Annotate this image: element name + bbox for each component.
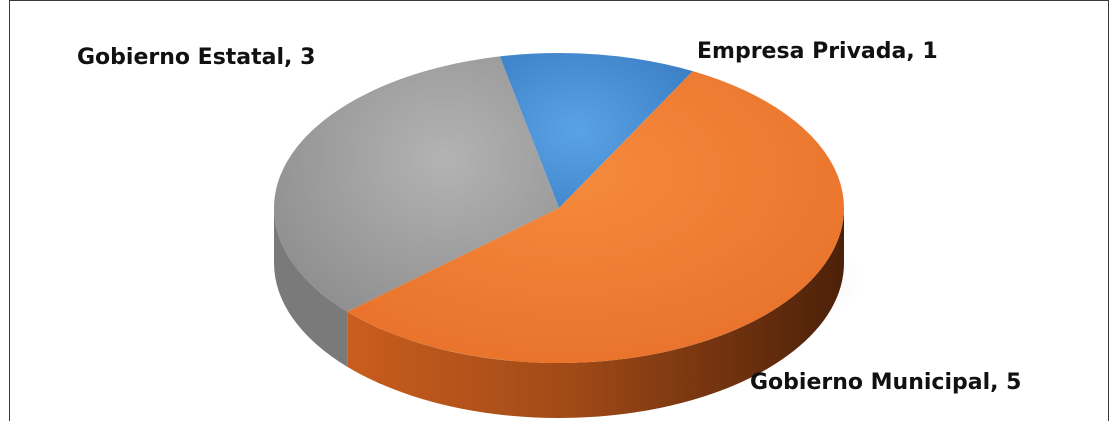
pie-slice-gobierno-estatal	[274, 56, 559, 312]
pie-side-gobierno-estatal	[274, 208, 348, 367]
data-label-empresa-privada: Empresa Privada, 1	[697, 39, 938, 64]
pie-slice-gobierno-municipal	[347, 71, 844, 363]
data-label-gobierno-estatal: Gobierno Estatal, 3	[77, 45, 315, 70]
pie-slice-empresa-privada	[499, 52, 693, 208]
data-label-gobierno-municipal: Gobierno Municipal, 5	[750, 370, 1021, 395]
pie-side-gobierno-municipal	[347, 208, 844, 418]
